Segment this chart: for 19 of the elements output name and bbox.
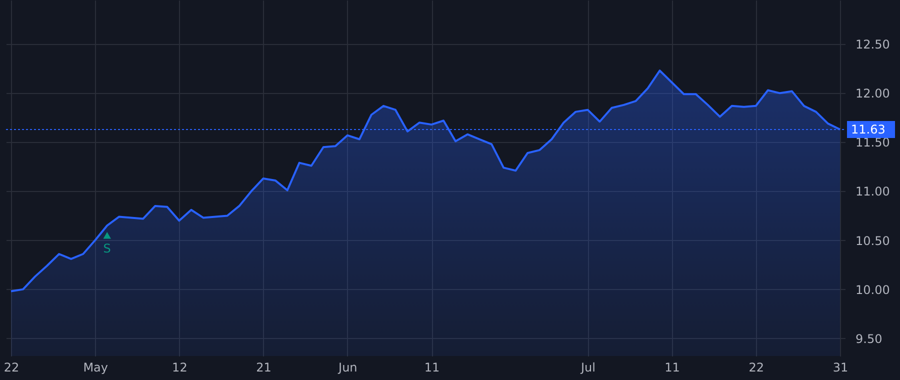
x-tick-label: May	[83, 360, 108, 374]
x-tick-label: 22	[748, 360, 764, 374]
y-tick-label: 9.50	[856, 332, 882, 346]
x-tick-label: 22	[4, 360, 20, 374]
y-tick-label: 10.50	[856, 234, 890, 248]
annotation: S	[103, 241, 111, 256]
x-tick-label: 31	[832, 360, 848, 374]
x-tick-label: 11	[424, 360, 440, 374]
x-tick-label: Jul	[580, 360, 596, 374]
ref-line-label: 11.63	[851, 122, 886, 136]
y-tick-label: 12.50	[856, 38, 890, 52]
x-tick-label: 11	[664, 360, 680, 374]
x-tick-label: 12	[172, 360, 188, 374]
y-tick-label: 11.50	[856, 136, 890, 150]
x-tick-label: 21	[256, 360, 272, 374]
y-tick-label: 10.00	[856, 282, 890, 297]
y-tick-label: 12.00	[856, 86, 890, 101]
y-tick-label: 11.00	[856, 184, 890, 199]
x-tick-label: Jun	[338, 360, 358, 374]
